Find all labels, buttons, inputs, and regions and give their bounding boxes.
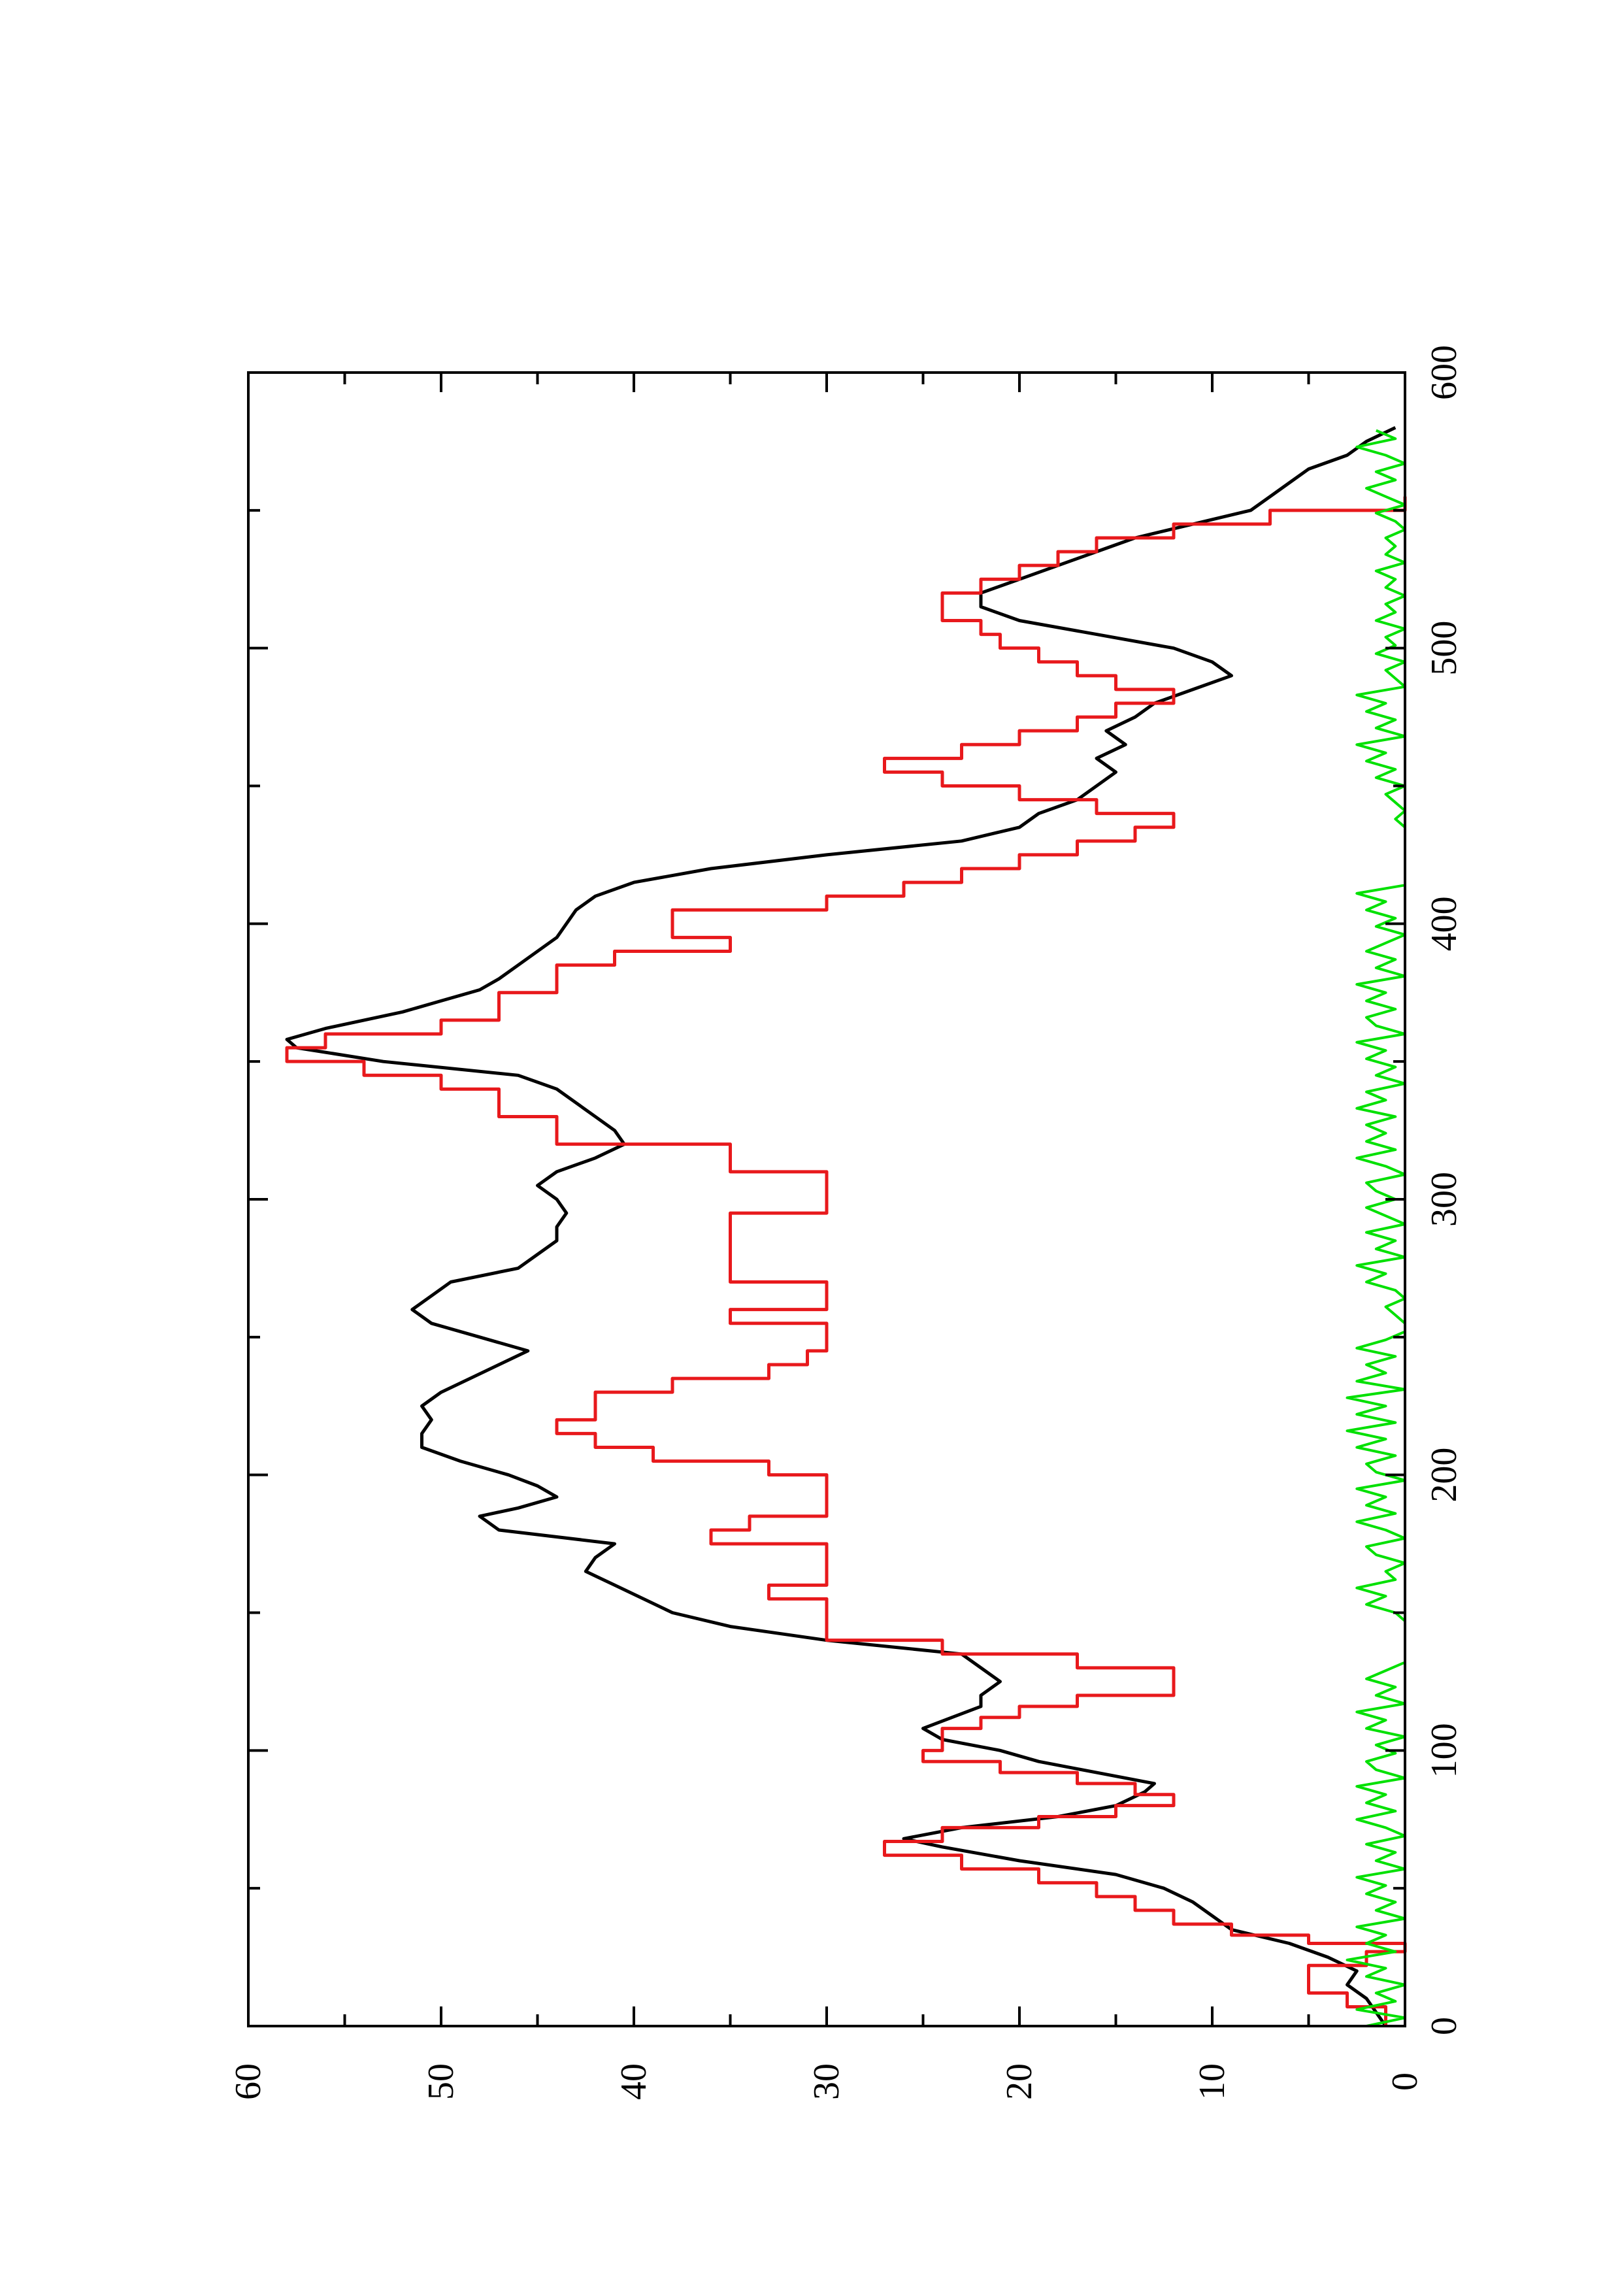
x-tick-label-200: 200 [1424, 1448, 1464, 1503]
series-line-2 [285, 496, 1407, 2026]
x-tick-label-500: 500 [1424, 621, 1464, 676]
y-tick-label-10: 10 [1192, 2063, 1232, 2100]
y-tick-label-50: 50 [421, 2063, 461, 2100]
x-tick-label-0: 0 [1424, 2017, 1464, 2035]
y-tick-label-20: 20 [999, 2063, 1040, 2100]
x-tick-label-100: 100 [1424, 1723, 1464, 1778]
series-line-3 [1346, 429, 1406, 2027]
series-line-1 [285, 426, 1397, 2027]
y-tick-label-0: 0 [1385, 2072, 1425, 2091]
x-tick-label-600: 600 [1424, 345, 1464, 400]
x-tick-label-300: 300 [1424, 1172, 1464, 1227]
y-tick-label-30: 30 [806, 2063, 847, 2100]
series-layer [285, 426, 1407, 2027]
y-tick-label-60: 60 [228, 2063, 269, 2100]
axes-layer: 0 100 200 300 400 500 600 0 10 20 30 40 50 60 [228, 345, 1464, 2100]
y-tick-label-40: 40 [614, 2063, 654, 2100]
x-tick-label-400: 400 [1424, 896, 1464, 951]
